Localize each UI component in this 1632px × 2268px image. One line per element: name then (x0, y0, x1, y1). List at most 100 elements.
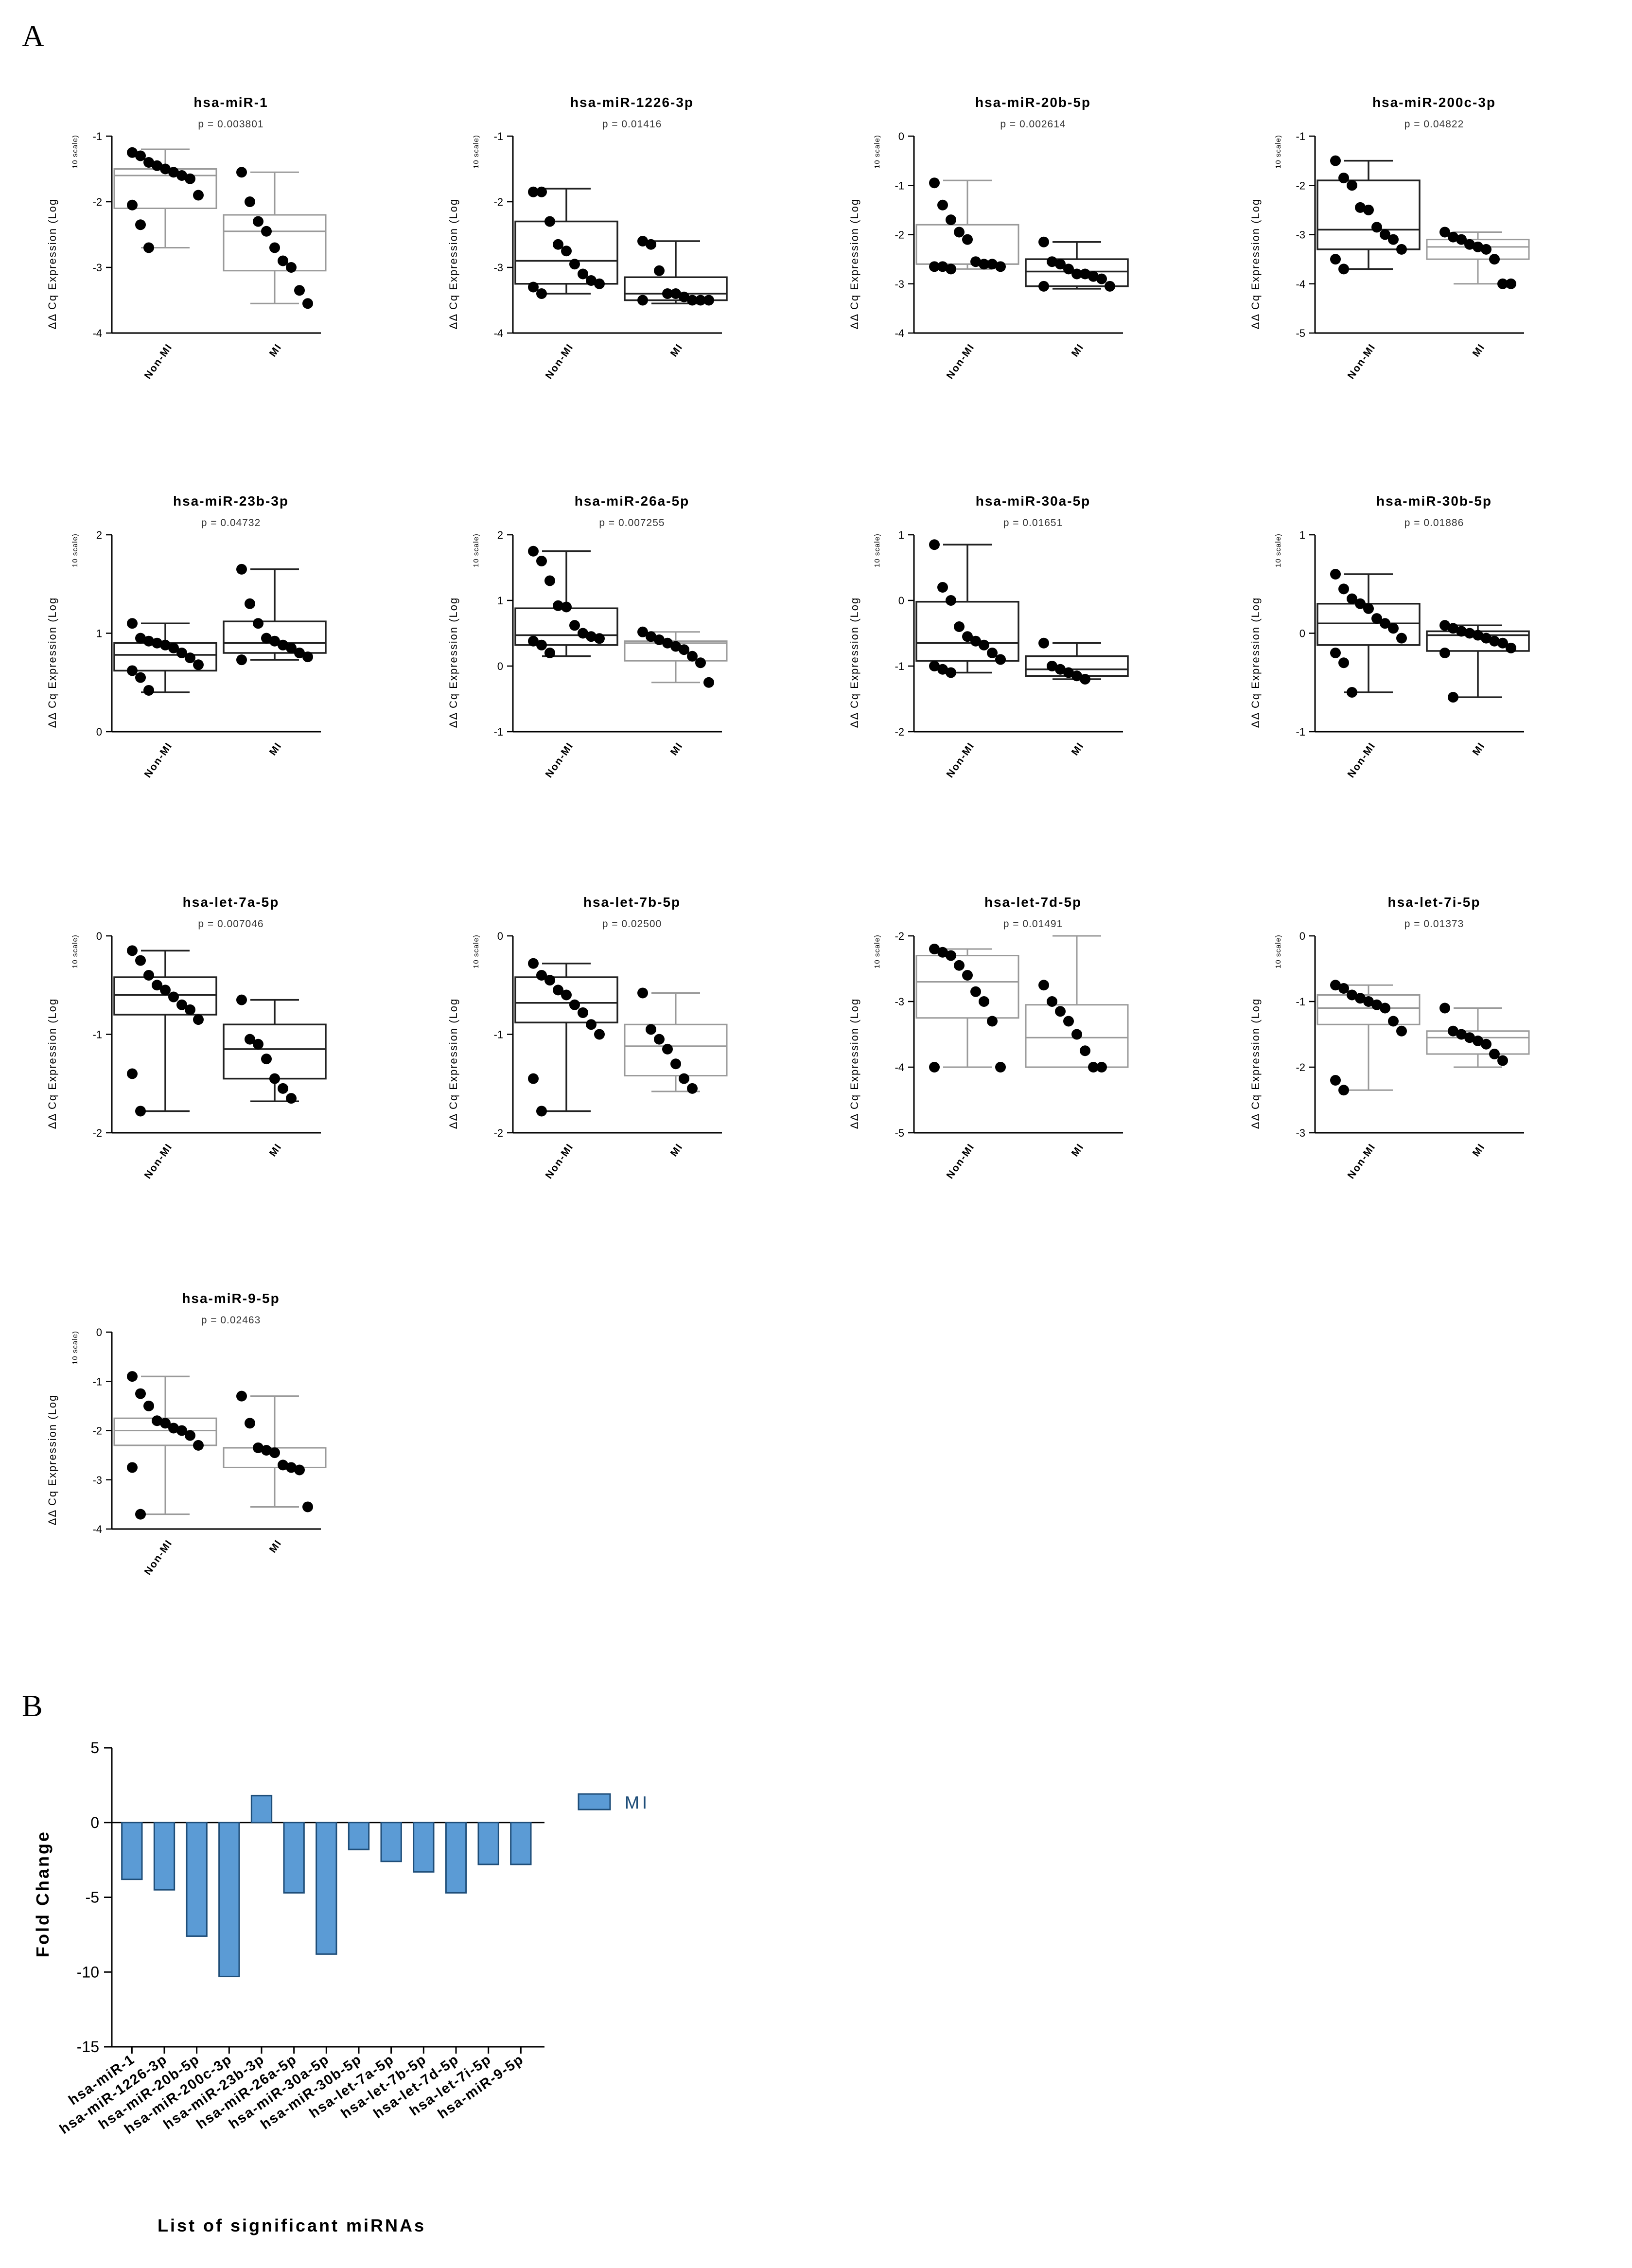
box-group-non-mi (113, 1371, 217, 1520)
data-point (302, 1501, 313, 1512)
data-point (135, 633, 146, 644)
data-point (245, 1034, 255, 1045)
box-group-non-mi (514, 958, 618, 1117)
data-point (1080, 1045, 1090, 1056)
chart-title: hsa-miR-200c-3p (1372, 95, 1496, 110)
data-point (127, 665, 138, 676)
data-point (553, 600, 563, 611)
x-category-label: Non-MI (544, 342, 576, 381)
data-point (687, 1083, 698, 1094)
y-tick-label: -4 (895, 327, 904, 339)
y-tick-label: -3 (1296, 229, 1305, 241)
data-point (143, 635, 154, 647)
data-point (670, 288, 681, 299)
data-point (1088, 271, 1099, 282)
y-axis-label-sub: 10 scale) (472, 135, 480, 169)
y-tick-label: -4 (92, 1523, 102, 1535)
data-point (929, 539, 940, 550)
y-axis-label: Fold Change (33, 1830, 53, 1957)
data-point (1338, 583, 1349, 595)
data-point (152, 980, 162, 991)
data-point (160, 639, 171, 651)
y-axis-label-sub: 10 scale) (873, 135, 881, 169)
data-point (236, 994, 247, 1005)
data-point (937, 199, 948, 211)
data-point (1456, 234, 1467, 245)
x-category-label: Non-MI (142, 342, 175, 381)
data-point (561, 601, 572, 613)
boxplot-let-7a-5p: hsa-let-7a-5p p = 0.007046 0 -1 -2 ΔΔ Cq Expr… (46, 895, 327, 1181)
bar (186, 1822, 208, 1937)
data-point (143, 970, 154, 981)
y-tick-label: -3 (92, 262, 102, 274)
box-group-mi (223, 994, 327, 1104)
boxplot-let-7d-5p: hsa-let-7d-5p p = 0.01491 -2 -3 -4 -5 ΔΔ Cq Ex… (848, 895, 1129, 1181)
bar (316, 1822, 337, 1955)
data-point (1063, 264, 1074, 275)
data-point (294, 1464, 305, 1476)
data-point (1347, 180, 1357, 191)
y-tick-label: -1 (493, 1029, 503, 1041)
data-point (1489, 254, 1500, 265)
data-point (1063, 1016, 1074, 1027)
p-value: p = 0.007255 (599, 517, 665, 528)
data-point (1038, 281, 1049, 292)
boxplot-mir-200c-3p: hsa-miR-200c-3p p = 0.04822 -1 -2 -3 -4 -5 ΔΔ C… (1249, 95, 1530, 381)
data-point (286, 262, 297, 273)
data-point (1371, 999, 1382, 1010)
y-tick-label: -1 (1296, 726, 1305, 738)
data-point (536, 186, 547, 197)
data-point (594, 278, 605, 289)
chart-title: hsa-miR-9-5p (182, 1291, 280, 1306)
p-value: p = 0.01491 (1003, 918, 1063, 930)
data-point (269, 635, 280, 647)
data-point (176, 999, 187, 1010)
data-point (1330, 980, 1341, 991)
boxplot-mir-23b-3p: hsa-miR-23b-3p p = 0.04732 2 1 0 ΔΔ Cq Expres… (46, 493, 327, 780)
data-point (946, 595, 956, 606)
data-point (1338, 983, 1349, 994)
data-point (294, 648, 305, 658)
y-tick-label: -2 (493, 1127, 503, 1139)
data-point (962, 970, 973, 981)
data-point (1363, 204, 1374, 215)
y-axis-label: ΔΔ Cq Expression (Log (1249, 597, 1262, 728)
data-point (193, 190, 204, 201)
y-tick-label: -1 (493, 726, 503, 738)
data-point (1038, 236, 1049, 247)
y-tick-label: 2 (497, 529, 503, 541)
data-point (160, 163, 171, 175)
data-point (193, 659, 204, 670)
y-axis-label: ΔΔ Cq Expression (Log (848, 198, 860, 330)
iqr-box (113, 976, 217, 1016)
bar (380, 1822, 402, 1863)
data-point (1371, 222, 1382, 233)
data-point (979, 996, 989, 1007)
data-point (302, 298, 313, 309)
p-value: p = 0.01886 (1404, 517, 1464, 528)
y-tick-label: -1 (895, 179, 904, 192)
data-point (168, 1423, 179, 1434)
data-point (929, 177, 940, 189)
data-point (1439, 648, 1450, 658)
chart-title: hsa-miR-20b-5p (975, 95, 1091, 110)
y-tick-label: 0 (96, 930, 102, 942)
data-point (586, 1019, 597, 1030)
data-point (1481, 633, 1492, 644)
y-tick-label: -2 (493, 196, 503, 208)
box-group-mi (1025, 236, 1129, 292)
panel-a-label: A (22, 18, 44, 53)
box-group-non-mi (1316, 569, 1421, 698)
y-tick-label: -3 (895, 996, 904, 1008)
p-value: p = 0.02463 (201, 1315, 261, 1326)
box-group-non-mi (514, 545, 618, 658)
data-point (662, 288, 673, 299)
data-point (127, 1371, 138, 1382)
data-point (594, 633, 605, 644)
data-point (1047, 256, 1057, 267)
data-point (937, 947, 948, 958)
data-point (569, 620, 580, 631)
data-point (1497, 278, 1508, 289)
data-point (261, 1445, 272, 1456)
